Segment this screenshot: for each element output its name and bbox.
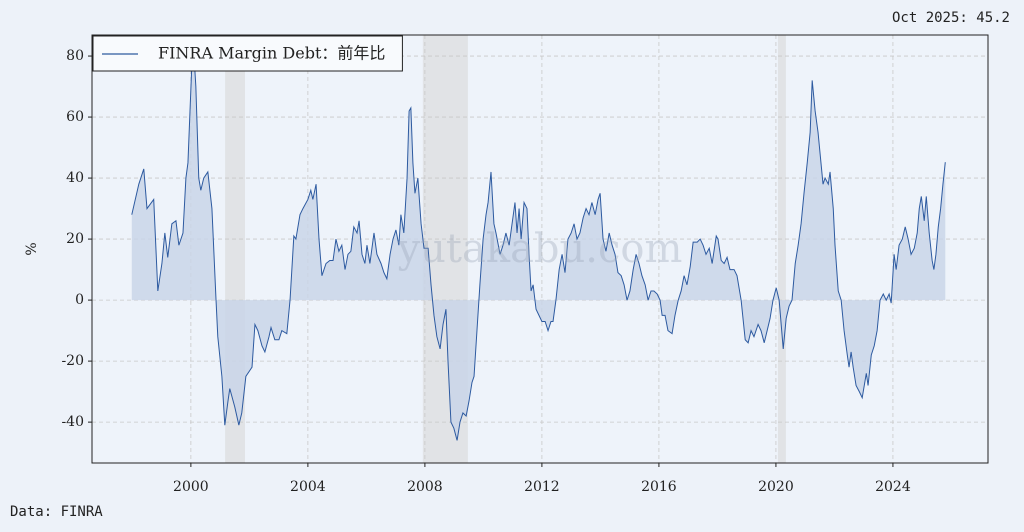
legend-label: FINRA Margin Debt：前年比 [158,44,385,63]
y-tick-label: 0 [75,292,84,308]
y-tick-label: -20 [61,353,84,369]
y-tick-label: 20 [66,231,84,247]
x-tick-label: 2020 [758,479,794,495]
source: Data: FINRA [10,504,103,520]
x-tick-label: 2024 [875,479,911,495]
y-tick-label: 80 [66,48,84,64]
y-tick-label: 40 [66,170,84,186]
x-tick-label: 2000 [173,479,209,495]
y-tick-label: -40 [61,414,84,430]
x-tick-label: 2008 [407,479,443,495]
plot-area: -40 -20 0 20 40 60 80 2000 2004 2008 2012 2016 2020 2… [61,34,989,495]
y-tick-label: 60 [66,109,84,125]
shaded-region [777,35,786,463]
line [131,37,946,441]
x-tick-label: 2016 [641,479,677,495]
legend-box [92,35,403,72]
annotation: Oct 2025: 45.2 [892,10,1010,26]
y-axis-label: % [24,242,40,255]
x-tick-label: 2012 [524,479,560,495]
area-fill [131,37,946,441]
plot-border [91,34,989,464]
legend: FINRA Margin Debt：前年比 [92,35,403,72]
watermark: yutakabu.com [397,226,683,272]
x-tick-label: 2004 [290,479,326,495]
